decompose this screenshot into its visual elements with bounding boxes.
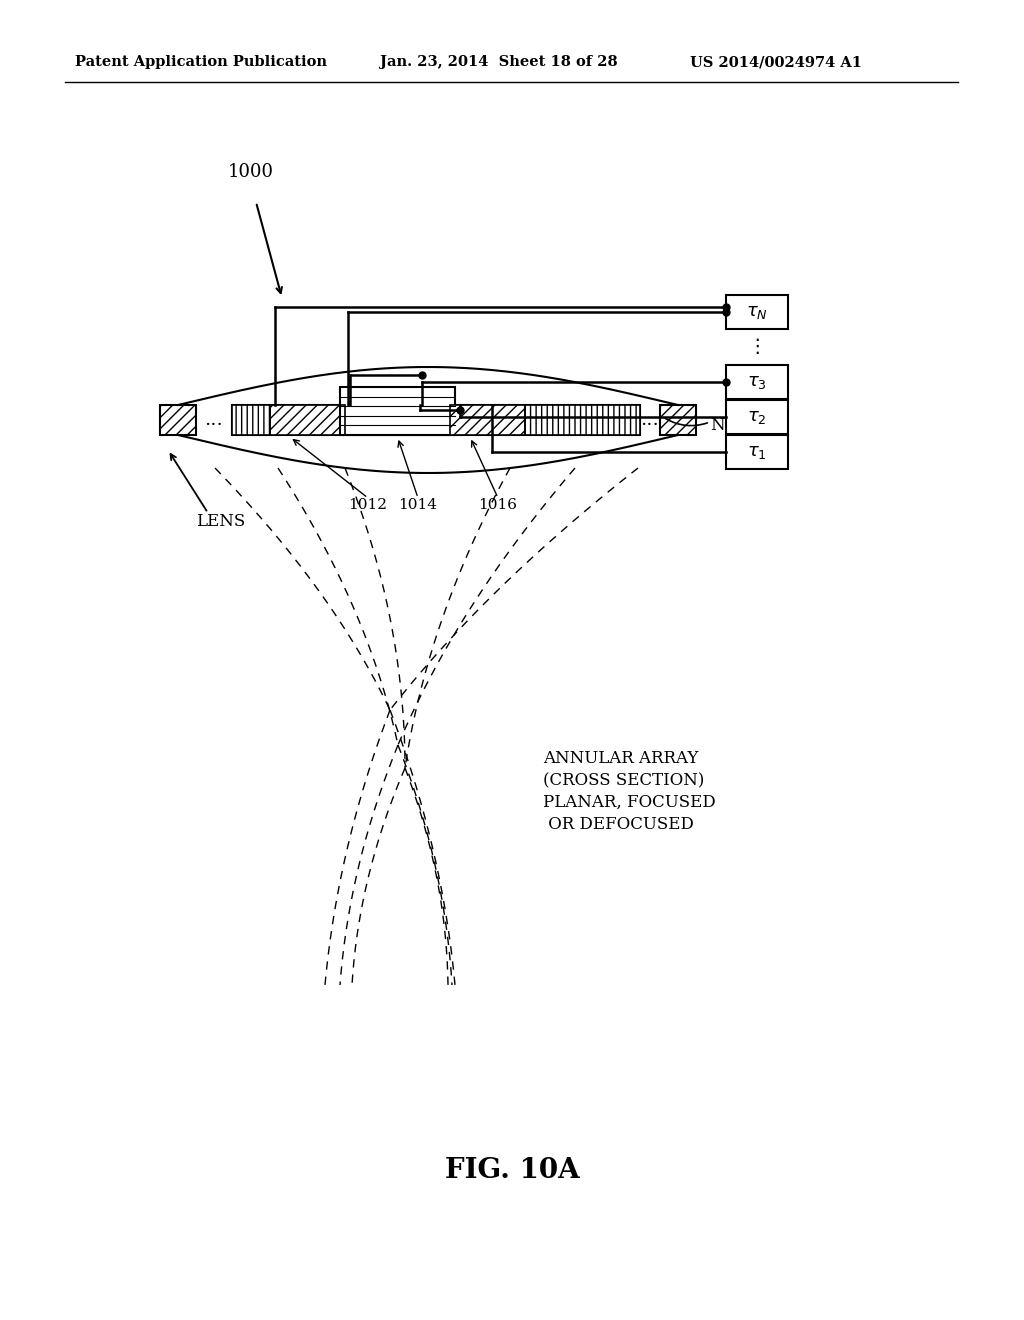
Text: $\tau_3$: $\tau_3$	[748, 374, 767, 391]
Bar	[160, 405, 196, 436]
Text: Jan. 23, 2014  Sheet 18 of 28: Jan. 23, 2014 Sheet 18 of 28	[380, 55, 617, 69]
Text: PLANAR, FOCUSED: PLANAR, FOCUSED	[543, 795, 716, 810]
Text: 1000: 1000	[228, 162, 274, 181]
Text: LENS: LENS	[196, 513, 246, 531]
Text: (CROSS SECTION): (CROSS SECTION)	[543, 772, 705, 789]
Bar	[726, 436, 788, 469]
Bar	[232, 405, 270, 436]
Text: N: N	[710, 417, 725, 433]
Bar	[232, 405, 640, 436]
Bar	[525, 405, 640, 436]
Text: Patent Application Publication: Patent Application Publication	[75, 55, 327, 69]
Text: ⋮: ⋮	[748, 338, 767, 356]
Text: ...: ...	[641, 411, 659, 429]
Text: ...: ...	[205, 411, 223, 429]
Text: OR DEFOCUSED: OR DEFOCUSED	[543, 816, 694, 833]
Bar	[726, 400, 788, 434]
Text: ANNULAR ARRAY: ANNULAR ARRAY	[543, 750, 698, 767]
Text: $\tau_2$: $\tau_2$	[748, 408, 767, 426]
Bar	[726, 294, 788, 329]
Bar	[525, 405, 640, 436]
Text: US 2014/0024974 A1: US 2014/0024974 A1	[690, 55, 862, 69]
Text: $\tau_N$: $\tau_N$	[746, 304, 768, 321]
Text: FIG. 10A: FIG. 10A	[444, 1156, 580, 1184]
Bar	[270, 405, 345, 436]
Bar	[726, 366, 788, 399]
Bar	[450, 405, 525, 436]
Bar	[270, 405, 345, 436]
Bar	[340, 387, 455, 436]
Text: $\tau_1$: $\tau_1$	[748, 444, 767, 461]
Bar	[450, 405, 525, 436]
Bar	[660, 405, 696, 436]
Text: 1016: 1016	[478, 498, 517, 512]
Bar	[232, 405, 270, 436]
Text: 1012: 1012	[348, 498, 387, 512]
Text: 1014: 1014	[398, 498, 437, 512]
